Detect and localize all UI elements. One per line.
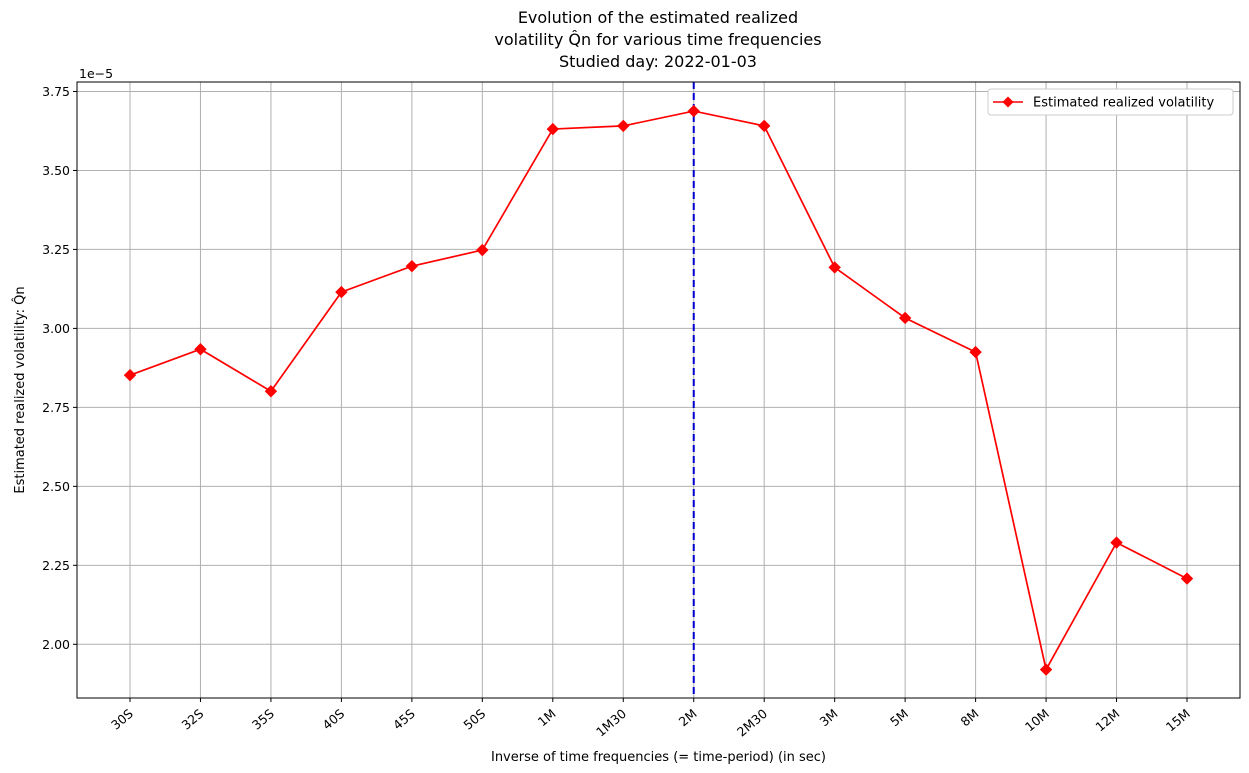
chart-title-line-1: Evolution of the estimated realized — [517, 8, 799, 27]
data-point — [194, 343, 207, 356]
series-line — [129, 110, 1188, 672]
y-offset-label: 1e−5 — [79, 66, 113, 81]
grid-lines — [77, 82, 1240, 698]
data-point — [335, 285, 348, 299]
x-tick-label: 50S — [460, 706, 488, 733]
y-tick-label: 2.25 — [42, 558, 70, 573]
legend-marker-diamond-icon — [1002, 96, 1014, 108]
x-tick-label: 15M — [1163, 706, 1193, 735]
data-point — [757, 119, 771, 133]
axes-frame — [76, 81, 1241, 699]
y-tick-label: 2.75 — [42, 400, 70, 415]
data-point — [617, 119, 630, 133]
data-point — [969, 345, 982, 359]
x-tick-label: 3M — [817, 706, 841, 730]
x-tick-label: 40S — [319, 706, 347, 733]
y-axis: 2.00 2.25 2.50 2.75 3.00 3.25 3.50 3.75 — [42, 84, 77, 652]
y-tick-label: 2.50 — [42, 479, 70, 494]
data-point — [546, 122, 560, 136]
data-point — [1110, 536, 1123, 549]
chart-title-line-2: volatility Q̂n for various time frequenc… — [494, 30, 822, 49]
x-tick-label: 8M — [958, 706, 982, 730]
x-tick-label: 32S — [178, 706, 206, 733]
x-tick-label: 12M — [1092, 706, 1122, 735]
data-point — [476, 243, 489, 257]
x-tick-label: 30S — [108, 706, 136, 733]
x-tick-label: 10M — [1022, 706, 1052, 735]
data-point — [687, 104, 700, 118]
y-axis-label: Estimated realized volatility: Q̂n — [13, 286, 28, 493]
x-axis: 30S 32S 35S 40S 45S 50S 1M 1M30 2M 2M30 3M 5M 8M 10M 1… — [108, 698, 1193, 740]
x-tick-label: 1M30 — [593, 706, 629, 740]
x-tick-label: 5M — [887, 706, 911, 730]
data-point — [264, 385, 278, 398]
chart-title: Evolution of the estimated realized vola… — [0, 7, 1249, 73]
legend-box — [987, 88, 1234, 116]
data-point — [898, 311, 912, 325]
data-point — [405, 259, 419, 273]
x-axis-label: Inverse of time frequencies (= time-peri… — [491, 750, 826, 765]
y-tick-label: 2.00 — [42, 637, 70, 652]
x-tick-label: 2M30 — [734, 706, 770, 740]
x-tick-label: 2M — [676, 706, 700, 730]
x-tick-label: 45S — [390, 706, 418, 733]
y-tick-label: 3.00 — [42, 321, 70, 336]
x-tick-label: 35S — [249, 706, 277, 733]
y-tick-label: 3.50 — [42, 163, 70, 178]
legend-label: Estimated realized volatility — [1033, 96, 1215, 111]
y-tick-label: 3.25 — [42, 242, 70, 257]
series-layer — [123, 104, 1194, 676]
data-point — [828, 261, 841, 274]
legend: Estimated realized volatility — [987, 88, 1234, 116]
y-tick-label: 3.75 — [42, 84, 70, 99]
chart-title-line-3: Studied day: 2022-01-03 — [559, 52, 757, 71]
data-point — [1039, 663, 1053, 676]
x-tick-label: 1M — [535, 706, 559, 730]
data-point — [123, 368, 137, 382]
data-point — [1180, 572, 1194, 585]
